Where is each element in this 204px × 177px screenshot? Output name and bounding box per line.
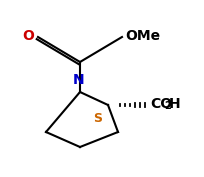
Text: O: O (22, 29, 34, 43)
Text: OMe: OMe (124, 29, 159, 43)
Text: 2: 2 (163, 101, 170, 111)
Text: H: H (168, 97, 180, 111)
Text: N: N (73, 73, 84, 87)
Text: S: S (93, 113, 102, 125)
Text: CO: CO (149, 97, 171, 111)
